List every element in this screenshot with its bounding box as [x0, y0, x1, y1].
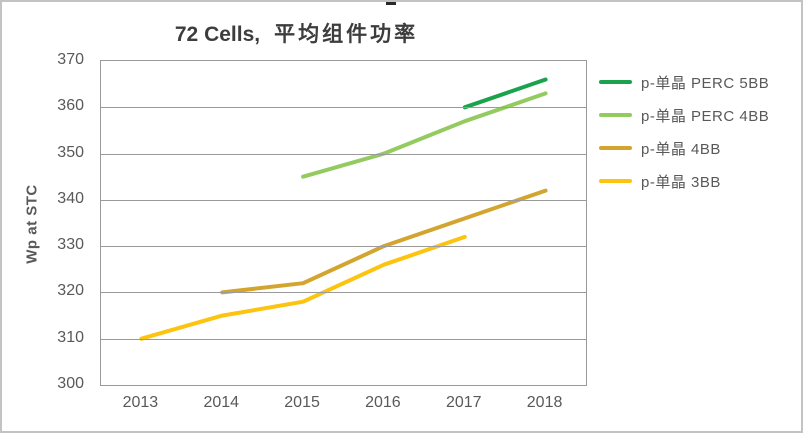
legend-label: p-单晶 4BB: [641, 140, 721, 158]
y-tick-label-310: 310: [57, 328, 84, 346]
x-tick-label-2013: 2013: [122, 394, 159, 411]
series-line-2: [220, 188, 548, 295]
y-tick-label-300: 300: [57, 375, 84, 392]
legend-item-3: p-单晶 3BB: [599, 170, 769, 192]
x-tick-label-2014: 2014: [203, 394, 240, 411]
gridline-350: [101, 153, 586, 155]
chart-title: 72 Cells, 平均组件功率: [2, 18, 591, 48]
plot-area: [100, 60, 587, 386]
series-lines: [139, 77, 548, 341]
series-line-1: [301, 91, 548, 179]
legend-item-0: p-单晶 PERC 5BB: [599, 71, 769, 93]
legend-label: p-单晶 PERC 4BB: [641, 107, 770, 125]
screenshot-artifact-top: [386, 2, 396, 5]
gridline-310: [101, 338, 586, 340]
gridline-320: [101, 292, 586, 294]
gridline-360: [101, 107, 586, 109]
legend-label: p-单晶 3BB: [641, 173, 721, 191]
x-tick-label-2016: 2016: [365, 394, 401, 411]
x-axis-tick-labels: 2013 2014 2015 2016 2017 2018: [100, 394, 585, 416]
chart-title-en: 72 Cells,: [174, 23, 261, 46]
y-axis-tick-labels: 300 310 320 330 340 350 360 370: [44, 51, 92, 392]
y-tick-label-320: 320: [57, 282, 84, 300]
x-tick-label-2017: 2017: [445, 394, 482, 411]
y-axis-label: Wp at STC: [23, 184, 41, 264]
y-tick-label-350: 350: [57, 143, 84, 161]
legend-swatch-icon: [599, 113, 632, 117]
chart-title-cn: 平均组件功率: [274, 23, 419, 46]
y-tick-label-340: 340: [57, 189, 84, 207]
legend-item-2: p-单晶 4BB: [599, 137, 769, 159]
series-line-3: [139, 234, 467, 341]
legend-swatch-icon: [599, 80, 632, 84]
legend-label: p-单晶 PERC 5BB: [641, 74, 770, 92]
series-line-0: [462, 77, 548, 110]
legend-swatch-icon: [599, 179, 632, 183]
y-tick-label-360: 360: [57, 97, 84, 115]
x-tick-label-2018: 2018: [526, 394, 563, 411]
legend: p-单晶 PERC 5BB p-单晶 PERC 4BB p-单晶 4BB p-单晶 3…: [599, 71, 769, 192]
gridline-330: [101, 246, 586, 248]
y-tick-label-370: 370: [57, 51, 84, 68]
legend-swatch-icon: [599, 146, 632, 150]
y-tick-label-330: 330: [57, 236, 84, 254]
gridline-340: [101, 199, 586, 201]
x-tick-label-2015: 2015: [284, 394, 320, 411]
legend-item-1: p-单晶 PERC 4BB: [599, 104, 769, 126]
